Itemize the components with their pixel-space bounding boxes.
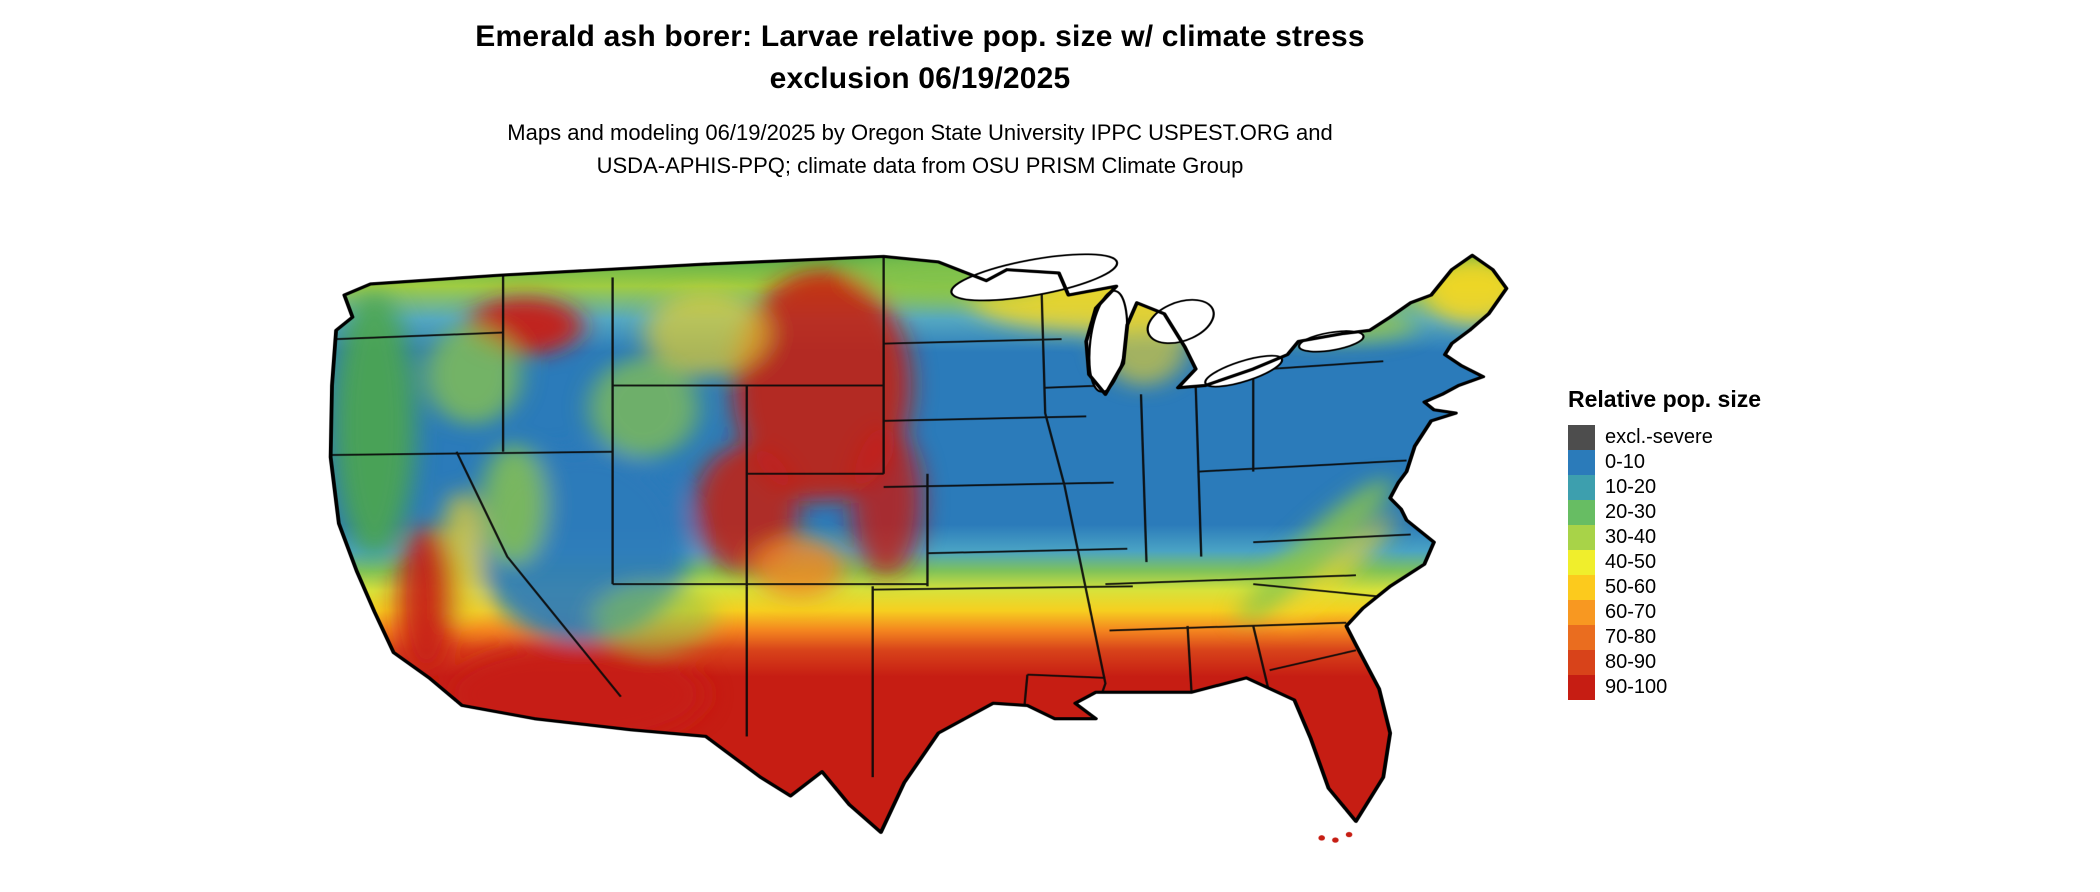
- legend-item: 0-10: [1568, 450, 1761, 475]
- figure-title: Emerald ash borer: Larvae relative pop. …: [0, 16, 1840, 100]
- legend-item: 20-30: [1568, 500, 1761, 525]
- legend-item: 80-90: [1568, 650, 1761, 675]
- legend-label: 40-50: [1605, 551, 1657, 573]
- legend-title: Relative pop. size: [1568, 386, 1762, 412]
- figure-subtitle-line1: Maps and modeling 06/19/2025 by Oregon S…: [507, 120, 1333, 145]
- legend-item: 70-80: [1568, 625, 1761, 650]
- map-fill-layer: [330, 255, 1507, 833]
- legend-swatch: [1568, 425, 1595, 450]
- legend-swatch: [1568, 550, 1595, 575]
- figure-header: Emerald ash borer: Larvae relative pop. …: [0, 16, 1840, 182]
- legend-label: 20-30: [1605, 501, 1657, 523]
- us-outline: [328, 253, 1509, 834]
- legend: Relative pop. size excl.-severe 0-10 10-…: [1568, 386, 1761, 700]
- figure-title-line1: Emerald ash borer: Larvae relative pop. …: [475, 20, 1365, 53]
- figure-title-line2: exclusion 06/19/2025: [769, 62, 1071, 95]
- legend-items: excl.-severe 0-10 10-20 20-30 30-40 40-5…: [1568, 425, 1761, 700]
- legend-swatch: [1568, 650, 1595, 675]
- legend-label: 0-10: [1605, 451, 1646, 473]
- figure-subtitle-line2: USDA-APHIS-PPQ; climate data from OSU PR…: [596, 153, 1244, 178]
- legend-label: 30-40: [1605, 526, 1657, 548]
- legend-item: 30-40: [1568, 525, 1761, 550]
- legend-label: excl.-severe: [1605, 426, 1713, 448]
- legend-label: 70-80: [1605, 626, 1657, 648]
- legend-swatch: [1568, 625, 1595, 650]
- legend-swatch: [1568, 600, 1595, 625]
- us-choropleth-map: [295, 220, 1527, 882]
- legend-item: excl.-severe: [1568, 425, 1761, 450]
- florida-keys: [1318, 831, 1353, 843]
- legend-swatch: [1568, 675, 1595, 700]
- legend-label: 90-100: [1605, 676, 1668, 698]
- legend-swatch: [1568, 525, 1595, 550]
- figure-subtitle: Maps and modeling 06/19/2025 by Oregon S…: [0, 116, 1840, 182]
- legend-item: 90-100: [1568, 675, 1761, 700]
- legend-label: 80-90: [1605, 651, 1657, 673]
- legend-item: 50-60: [1568, 575, 1761, 600]
- legend-item: 10-20: [1568, 475, 1761, 500]
- legend-swatch: [1568, 575, 1595, 600]
- legend-label: 60-70: [1605, 601, 1657, 623]
- legend-item: 40-50: [1568, 550, 1761, 575]
- legend-swatch: [1568, 500, 1595, 525]
- legend-swatch: [1568, 475, 1595, 500]
- legend-swatch: [1568, 450, 1595, 475]
- legend-item: 60-70: [1568, 600, 1761, 625]
- legend-label: 10-20: [1605, 476, 1657, 498]
- legend-label: 50-60: [1605, 576, 1657, 598]
- us-map-svg: [328, 253, 1509, 843]
